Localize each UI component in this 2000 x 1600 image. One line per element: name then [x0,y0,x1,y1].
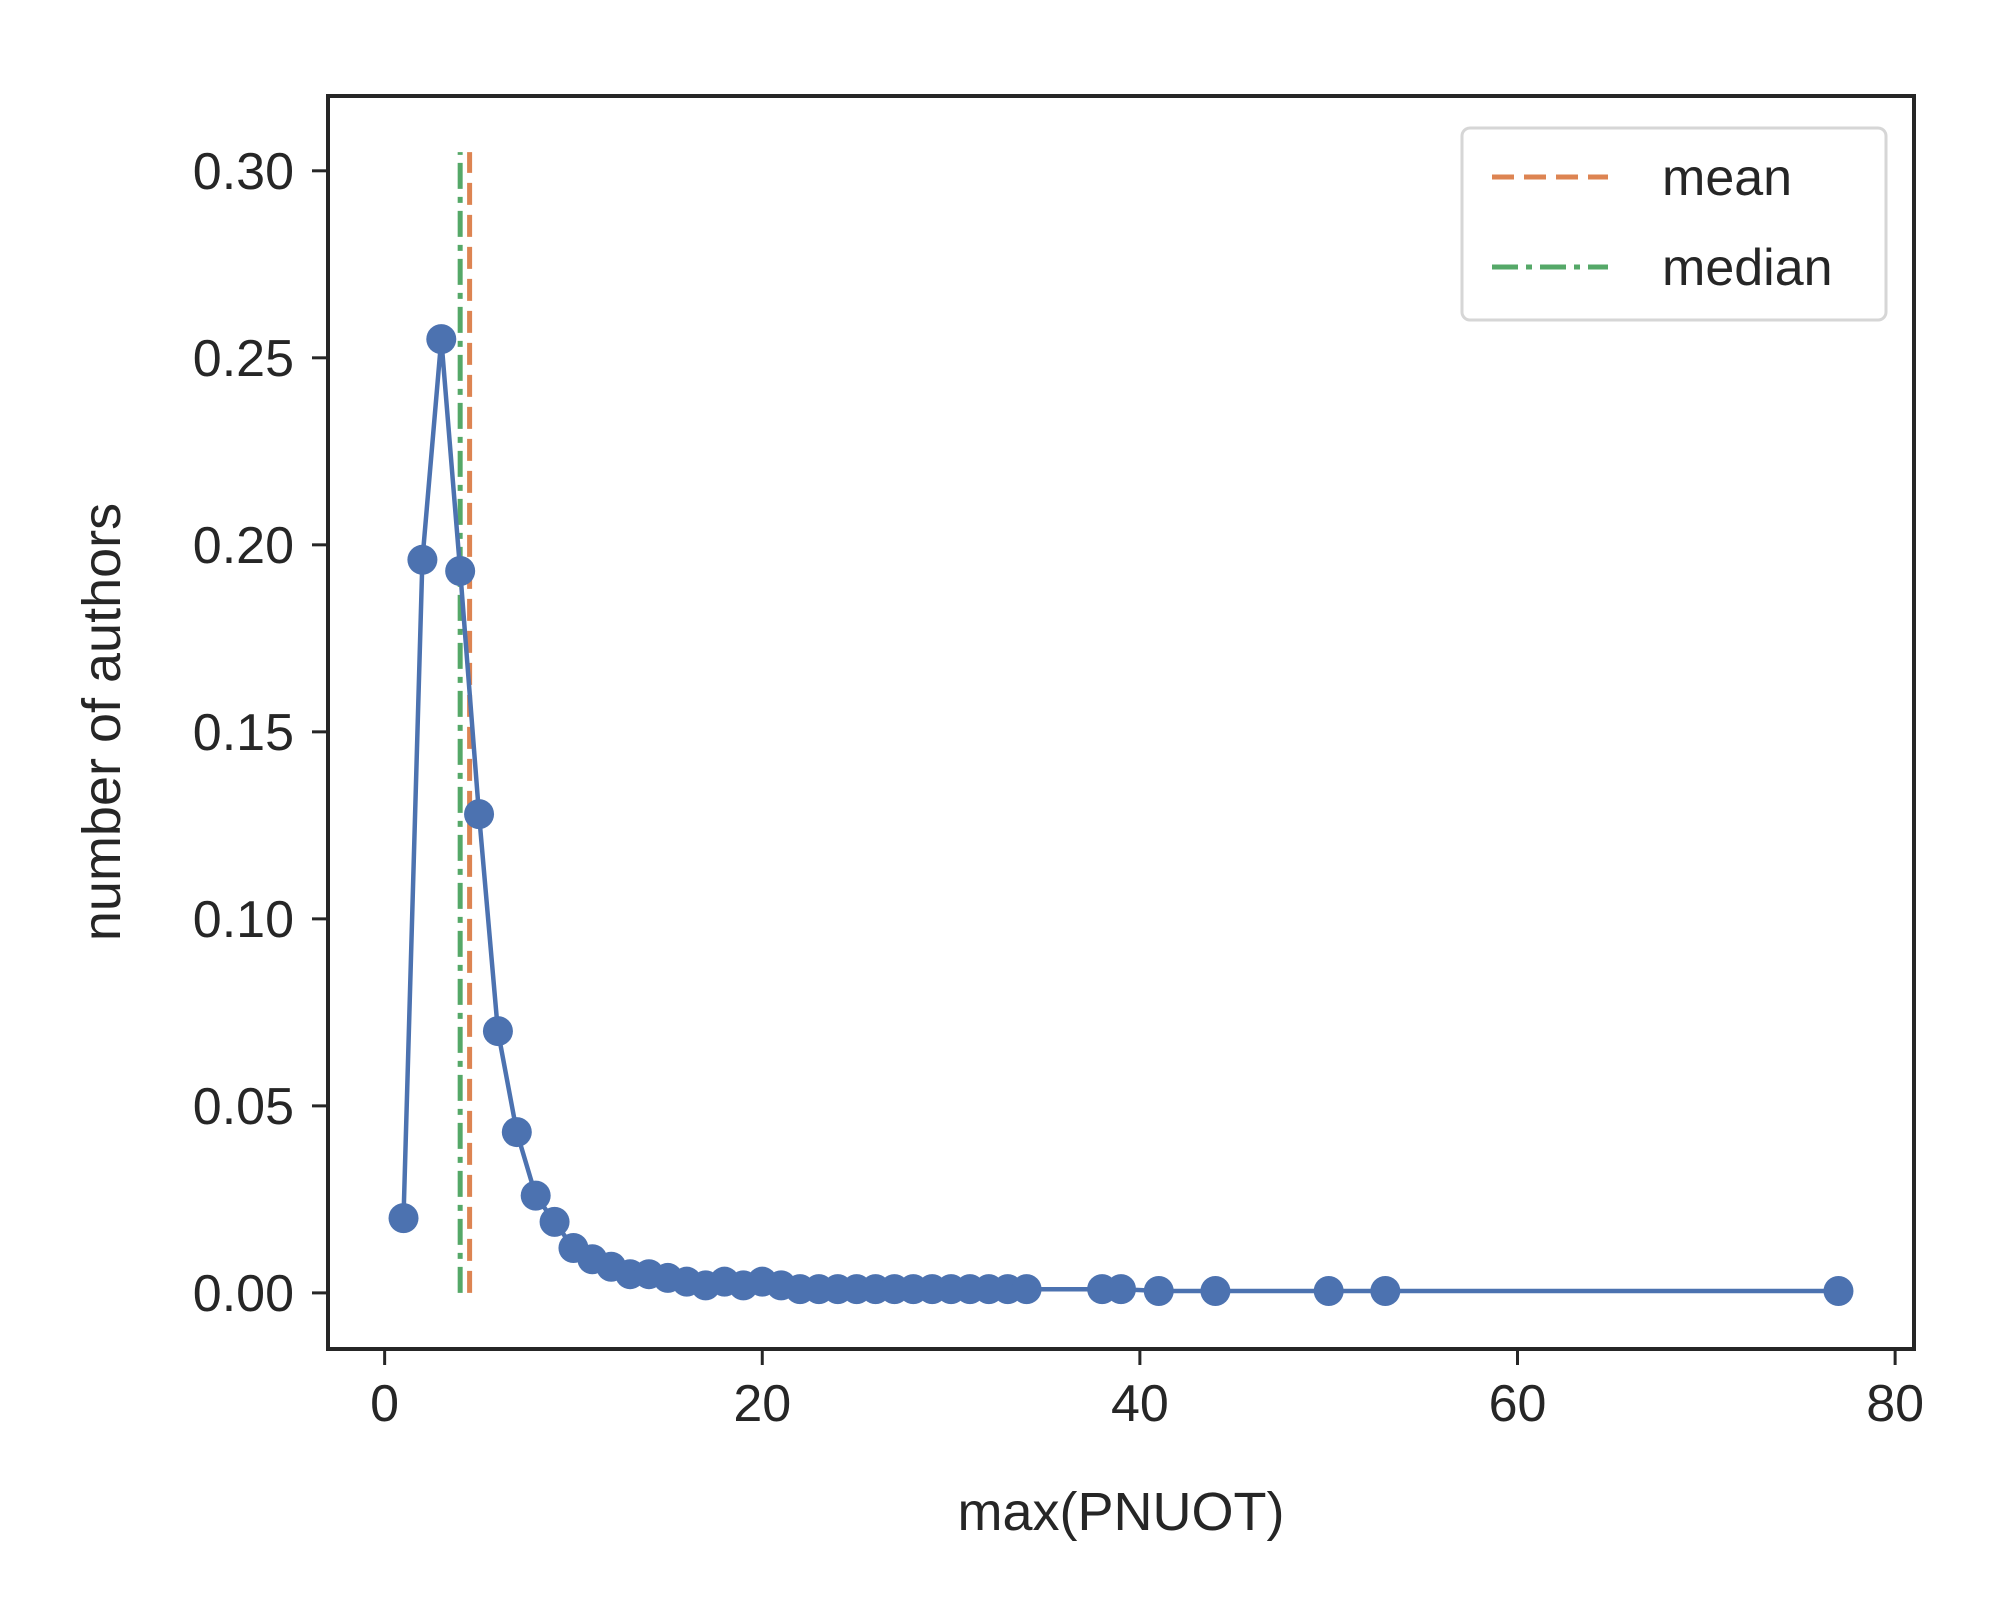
y-axis-label: number of authors [72,503,132,941]
y-axis: 0.00 0.05 0.10 0.15 0.20 0.25 0.30 [193,143,328,1323]
x-tick-label: 80 [1866,1375,1924,1433]
data-point [501,1117,532,1148]
y-tick-label: 0.20 [193,517,294,575]
legend: mean median [1460,126,1888,322]
x-tick-label: 0 [370,1375,399,1433]
data-point [445,556,476,587]
data-point [520,1180,551,1211]
y-tick-label: 0.25 [193,330,294,388]
data-point [1823,1276,1854,1307]
data-series [388,324,1854,1307]
data-point [426,324,457,355]
y-tick-label: 0.05 [193,1078,294,1136]
data-point [1370,1276,1401,1307]
x-tick-label: 20 [733,1375,791,1433]
x-tick-label: 60 [1489,1375,1547,1433]
legend-label-mean: mean [1662,149,1792,207]
y-tick-label: 0.30 [193,143,294,201]
legend-label-median: median [1662,239,1833,297]
data-point [407,544,438,575]
x-axis-label: max(PNUOT) [958,1482,1285,1542]
y-tick-label: 0.00 [193,1265,294,1323]
data-point [1143,1276,1174,1307]
data-point [388,1203,419,1234]
data-point [539,1206,570,1237]
data-point [1011,1274,1042,1305]
plot-frame [326,94,1916,1351]
reference-lines [457,152,473,1293]
data-point [1106,1274,1136,1305]
x-axis: 0 20 40 60 80 [370,1349,1924,1433]
data-point [482,1016,513,1047]
x-tick-label: 40 [1111,1375,1169,1433]
y-tick-label: 0.10 [193,891,294,949]
data-point [464,799,495,830]
data-point [1313,1276,1344,1307]
data-point [1200,1276,1231,1307]
y-tick-label: 0.15 [193,704,294,762]
